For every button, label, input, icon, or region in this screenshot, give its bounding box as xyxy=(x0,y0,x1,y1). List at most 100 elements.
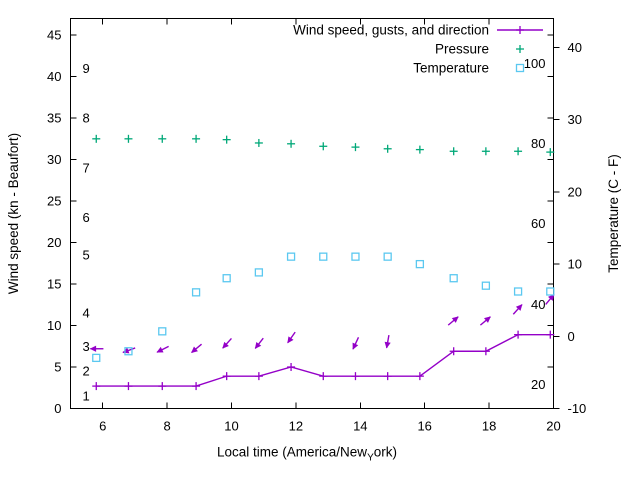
pressure-point xyxy=(514,147,523,156)
wind-speed-point xyxy=(514,330,523,339)
beaufort-scale-label: 5 xyxy=(83,247,90,262)
wind-direction-arrow xyxy=(287,331,296,344)
legend-label: Temperature xyxy=(413,61,489,76)
pressure-point xyxy=(158,134,167,143)
wind-speed-point xyxy=(383,372,392,381)
fahrenheit-scale-label: 80 xyxy=(531,136,545,151)
wind-direction-arrow xyxy=(254,337,264,349)
pressure-point xyxy=(546,148,555,157)
wind-speed-point xyxy=(192,382,201,391)
wind-direction-arrow xyxy=(89,345,104,352)
x-axis-tick-label: 10 xyxy=(224,419,238,434)
pressure-point xyxy=(254,138,263,147)
legend-sample-marker xyxy=(516,45,524,53)
legend-sample-marker xyxy=(516,26,524,34)
beaufort-scale-label: 4 xyxy=(83,306,90,321)
wind-speed-point xyxy=(92,382,101,391)
temperature-point xyxy=(158,327,167,336)
wind-speed-point xyxy=(222,372,231,381)
plot-frame xyxy=(70,18,554,409)
wind-speed-point xyxy=(319,372,328,381)
y-axis-right-tick-label: 20 xyxy=(568,184,582,199)
x-axis-tick-label: 12 xyxy=(289,419,303,434)
y-axis-right-tick-label: -10 xyxy=(568,401,587,416)
x-axis-title: Local time (America/NewYork) xyxy=(217,445,397,464)
pressure-point xyxy=(383,144,392,153)
y-axis-right-tick-label: 40 xyxy=(568,40,582,55)
y-axis-left-tick-label: 30 xyxy=(47,152,61,167)
y-axis-right-tick-label: 30 xyxy=(568,112,582,127)
y-axis-left-tick-label: 20 xyxy=(47,235,61,250)
temperature-point xyxy=(546,287,555,296)
beaufort-scale-label: 3 xyxy=(83,339,90,354)
wind-speed-point xyxy=(287,363,296,372)
wind-direction-arrow xyxy=(479,316,491,326)
wind-direction-arrow xyxy=(191,343,203,354)
wind-speed-point xyxy=(254,372,263,381)
beaufort-scale-label: 7 xyxy=(83,160,90,175)
y-axis-right-tick-label: 0 xyxy=(568,329,575,344)
y-axis-left-tick-label: 35 xyxy=(47,111,61,126)
wind-direction-arrow xyxy=(545,293,555,305)
fahrenheit-scale-label: 20 xyxy=(531,377,545,392)
temperature-point xyxy=(449,274,458,283)
pressure-point xyxy=(351,143,360,152)
wind-speed-point xyxy=(158,382,167,391)
x-axis-tick-label: 18 xyxy=(482,419,496,434)
pressure-point xyxy=(192,134,201,143)
wind-speed-point xyxy=(124,382,133,391)
temperature-point xyxy=(351,252,360,261)
wind-direction-arrow xyxy=(384,334,391,349)
legend-label: Pressure xyxy=(435,42,489,57)
temperature-point xyxy=(254,268,264,277)
temperature-point xyxy=(124,347,133,356)
wind-direction-arrow xyxy=(156,345,169,353)
wind-speed-point xyxy=(415,372,424,381)
y-axis-left-tick-label: 40 xyxy=(47,69,61,84)
wind-speed-point xyxy=(351,372,360,381)
wind-speed-point xyxy=(449,347,458,356)
y-axis-left-tick-label: 5 xyxy=(54,360,61,375)
beaufort-scale-label: 8 xyxy=(83,111,90,126)
pressure-point xyxy=(92,134,101,143)
x-axis-tick-label: 8 xyxy=(163,419,170,434)
wind-speed-point xyxy=(481,347,490,356)
x-axis-tick-label: 20 xyxy=(546,419,560,434)
temperature-point xyxy=(286,252,296,261)
pressure-point xyxy=(481,147,490,156)
wind-direction-arrow xyxy=(352,337,360,350)
pressure-point xyxy=(287,139,296,148)
pressure-point xyxy=(124,134,133,143)
beaufort-scale-label: 9 xyxy=(83,61,90,76)
y-axis-right-tick-label: 10 xyxy=(568,257,582,272)
y-axis-left-title: Wind speed (kn - Beaufort) xyxy=(6,133,21,294)
temperature-point xyxy=(513,287,523,296)
x-axis-tick-label: 6 xyxy=(99,419,106,434)
pressure-point xyxy=(415,145,424,154)
beaufort-scale-label: 2 xyxy=(83,364,90,379)
x-axis-tick-label: 14 xyxy=(353,419,367,434)
y-axis-left-tick-label: 0 xyxy=(54,401,61,416)
wind-direction-arrow xyxy=(447,316,459,326)
beaufort-scale-label: 6 xyxy=(83,210,90,225)
wind-direction-arrow xyxy=(222,337,232,349)
temperature-point xyxy=(383,252,392,261)
y-axis-left-tick-label: 10 xyxy=(47,318,61,333)
wind-direction-arrow xyxy=(512,304,523,315)
pressure-point xyxy=(222,135,231,144)
temperature-point xyxy=(319,252,328,261)
temperature-point xyxy=(415,259,425,269)
fahrenheit-scale-label: 100 xyxy=(524,56,546,71)
y-axis-left-tick-label: 45 xyxy=(47,28,61,43)
fahrenheit-scale-label: 40 xyxy=(531,297,545,312)
beaufort-scale-label: 1 xyxy=(83,389,90,404)
wind-speed-point xyxy=(546,330,555,339)
temperature-point xyxy=(222,274,231,283)
temperature-point xyxy=(191,288,201,297)
temperature-point xyxy=(481,281,491,290)
pressure-point xyxy=(449,147,458,156)
y-axis-right-title: Temperature (C - F) xyxy=(606,154,621,273)
temperature-point xyxy=(92,353,101,363)
legend-label: Wind speed, gusts, and direction xyxy=(293,23,489,38)
